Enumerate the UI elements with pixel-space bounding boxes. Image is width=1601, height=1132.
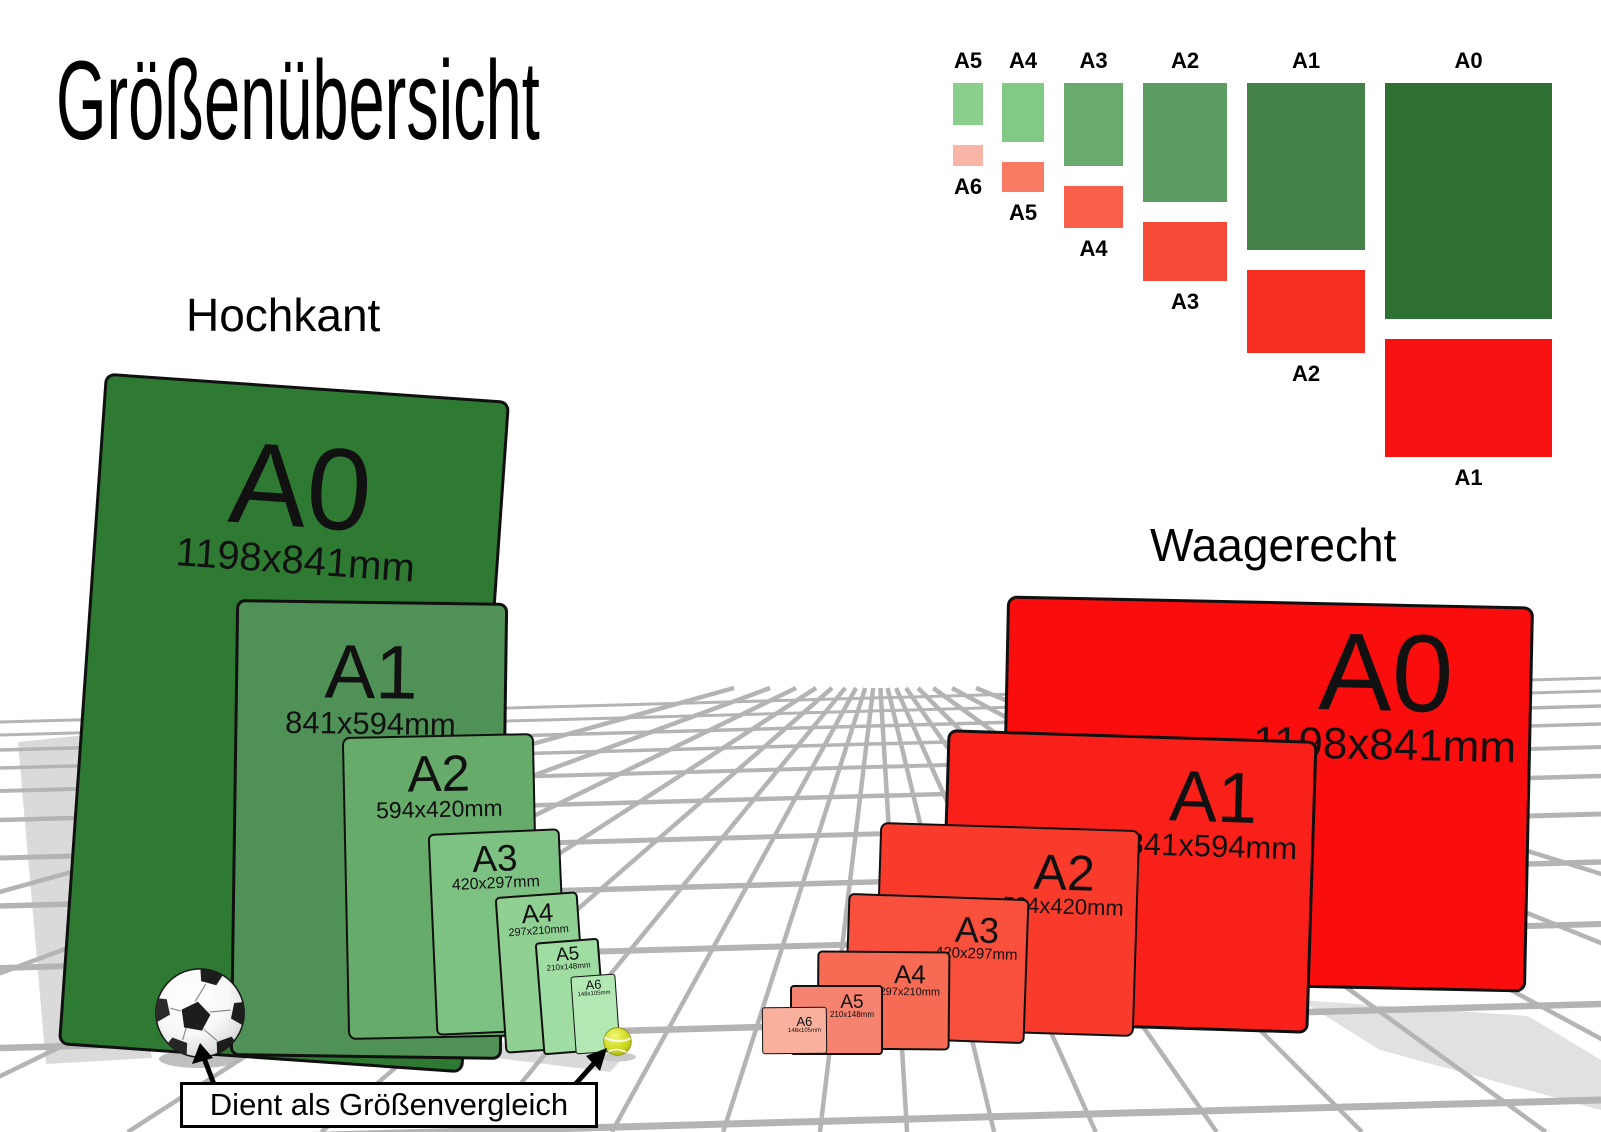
legend-label: A2 [1291,361,1321,386]
sheet-name: A5 [840,992,864,1013]
tennis-ball [603,1027,632,1056]
heading-landscape: Waagerecht [1150,519,1397,571]
legend-label: A1 [1291,48,1321,73]
legend-portrait-rect-a4 [1002,83,1044,142]
heading-portrait: Hochkant [186,289,381,341]
legend-label: A4 [1008,48,1038,73]
legend-landscape-rect-a4 [1064,186,1123,228]
legend-label: A2 [1170,48,1200,73]
legend-portrait-rect-a2 [1143,83,1227,202]
legend-landscape-rect-a3 [1143,222,1227,281]
legend-label: A5 [953,48,983,73]
legend-portrait-rect-a1 [1247,83,1365,250]
legend-label: A5 [1008,200,1038,225]
sheet-dims: 210x148mm [829,1010,874,1020]
comparison-caption: Dient als Größenvergleich [180,1082,598,1128]
legend-label: A3 [1079,48,1108,73]
legend-landscape-rect-a5 [1002,162,1044,192]
legend-label: A3 [1170,289,1200,314]
legend-label: A6 [953,174,983,199]
legend-landscape-rect-a6 [953,145,983,166]
legend-label: A1 [1454,465,1483,490]
page-title: Größenübersicht [56,38,540,163]
legend-label: A0 [1454,48,1483,73]
soccer-ball [155,968,245,1058]
arrow-to-soccer-ball-icon [192,1043,218,1088]
legend-portrait-rect-a3 [1064,83,1123,166]
legend-landscape-rect-a2 [1247,270,1365,353]
legend-label: A4 [1079,236,1108,261]
legend-landscape-rect-a1 [1385,339,1552,457]
legend-portrait-rect-a5 [953,83,983,125]
legend-portrait-rect-a0 [1385,83,1552,319]
